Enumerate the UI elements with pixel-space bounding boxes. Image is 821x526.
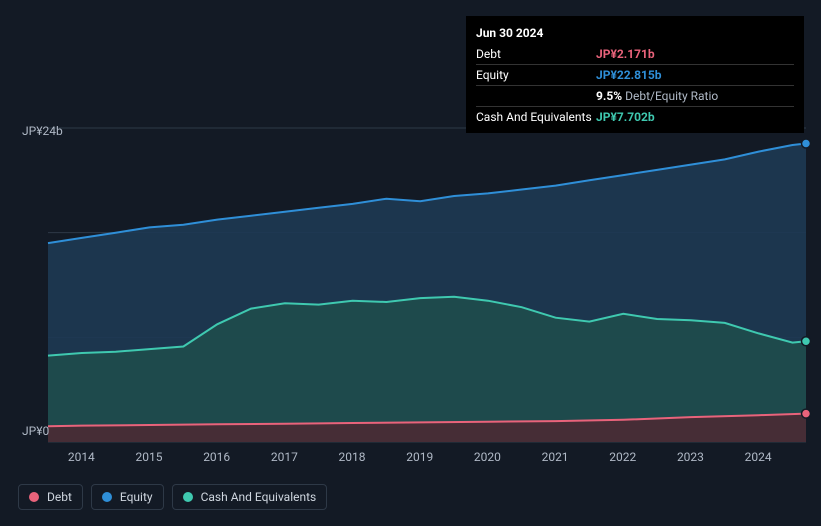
x-axis-tick-label: 2022 <box>609 450 636 464</box>
tooltip-row-label <box>476 89 596 103</box>
x-axis-tick-label: 2024 <box>745 450 772 464</box>
legend-color-dot <box>183 492 193 502</box>
legend-item[interactable]: Debt <box>18 484 83 510</box>
x-axis-tick-label: 2018 <box>339 450 366 464</box>
tooltip-row-label: Equity <box>476 68 596 82</box>
legend-color-dot <box>102 492 112 502</box>
tooltip-date: Jun 30 2024 <box>476 22 794 44</box>
y-axis-max-label: JP¥24b <box>22 124 63 138</box>
x-axis-tick-label: 2016 <box>203 450 230 464</box>
legend-item[interactable]: Cash And Equivalents <box>172 484 328 510</box>
tooltip-row-value: 9.5% Debt/Equity Ratio <box>596 89 718 103</box>
chart-legend: Debt Equity Cash And Equivalents <box>18 484 327 510</box>
tooltip-row: DebtJP¥2.171b <box>476 44 794 64</box>
x-axis-tick-label: 2019 <box>406 450 433 464</box>
end-marker-equity <box>802 139 811 148</box>
legend-color-dot <box>29 492 39 502</box>
legend-label: Equity <box>120 490 153 504</box>
x-axis-tick-label: 2017 <box>271 450 298 464</box>
tooltip-row-label: Cash And Equivalents <box>476 110 596 124</box>
tooltip-row: EquityJP¥22.815b <box>476 64 794 85</box>
end-marker-debt <box>802 409 811 418</box>
x-axis-tick-label: 2014 <box>68 450 95 464</box>
y-axis-min-label: JP¥0 <box>22 424 49 438</box>
legend-label: Debt <box>47 490 72 504</box>
legend-item[interactable]: Equity <box>91 484 164 510</box>
tooltip-row-value: JP¥7.702b <box>596 110 655 124</box>
tooltip-row: Cash And EquivalentsJP¥7.702b <box>476 106 794 127</box>
x-axis-tick-label: 2021 <box>542 450 569 464</box>
end-marker-cash <box>802 337 811 346</box>
x-axis-tick-label: 2020 <box>474 450 501 464</box>
x-axis-tick-label: 2015 <box>136 450 163 464</box>
data-tooltip: Jun 30 2024 DebtJP¥2.171bEquityJP¥22.815… <box>466 16 804 133</box>
x-axis-tick-label: 2023 <box>677 450 704 464</box>
tooltip-row-value: JP¥22.815b <box>596 68 662 82</box>
tooltip-row: 9.5% Debt/Equity Ratio <box>476 85 794 106</box>
tooltip-row-value: JP¥2.171b <box>596 47 655 61</box>
legend-label: Cash And Equivalents <box>201 490 317 504</box>
tooltip-row-label: Debt <box>476 47 596 61</box>
